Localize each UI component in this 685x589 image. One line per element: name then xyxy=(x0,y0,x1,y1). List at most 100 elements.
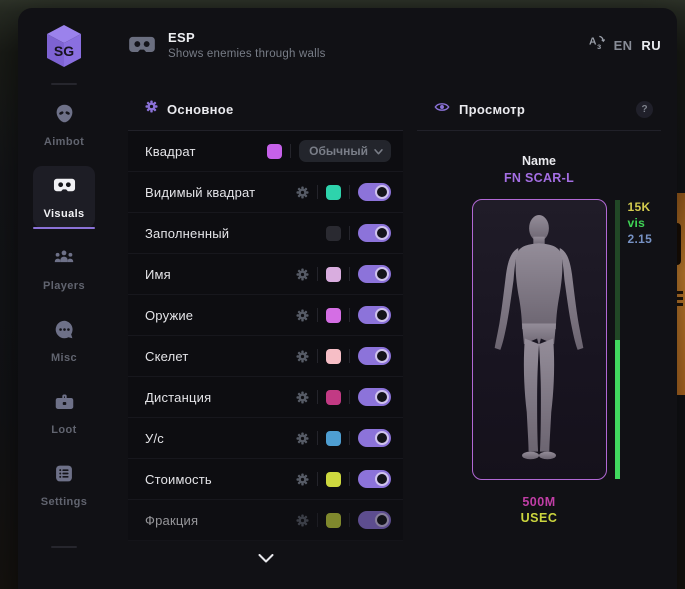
color-swatch[interactable] xyxy=(326,430,341,446)
color-swatch[interactable] xyxy=(326,266,341,282)
setting-label: Дистанция xyxy=(145,389,212,405)
toggle-switch[interactable] xyxy=(358,183,391,201)
logo-text: SG xyxy=(54,43,74,59)
sidebar-nav: Aimbot Visuals Players Misc Loot xyxy=(18,94,110,516)
toggle-switch[interactable] xyxy=(358,388,391,406)
sidebar-item-label: Loot xyxy=(51,424,77,436)
help-button[interactable]: ? xyxy=(636,100,653,118)
language-switcher: A з EN RU xyxy=(588,34,661,56)
setting-label: Заполненный xyxy=(145,225,230,241)
color-swatch[interactable] xyxy=(326,184,341,200)
setting-row: Фракция xyxy=(128,500,403,541)
toggle-switch[interactable] xyxy=(358,306,391,324)
language-option-ru[interactable]: RU xyxy=(641,37,661,53)
goggles-icon xyxy=(53,178,76,200)
color-swatch[interactable] xyxy=(326,512,341,528)
setting-row: У/с xyxy=(128,418,403,459)
background-game-object xyxy=(675,193,685,395)
preview-section-header: Просмотр ? xyxy=(417,89,661,130)
preview-panel: Просмотр ? Name FN SCAR-L xyxy=(417,89,661,589)
active-underline xyxy=(33,227,95,229)
alien-icon xyxy=(54,104,75,128)
esp-stat-label: 15K xyxy=(627,200,651,214)
preview-model-box xyxy=(471,199,607,480)
sidebar-item-visuals[interactable]: Visuals xyxy=(33,166,95,229)
settings-section-title: Основное xyxy=(167,101,234,117)
color-swatch[interactable] xyxy=(326,225,341,241)
health-bar-lost xyxy=(614,200,620,340)
scroll-more-button[interactable] xyxy=(128,541,403,575)
toggle-switch[interactable] xyxy=(358,429,391,447)
sidebar: SG Aimbot Visuals Players Misc xyxy=(18,8,110,589)
sidebar-item-label: Settings xyxy=(40,496,88,508)
color-swatch[interactable] xyxy=(326,348,341,364)
sidebar-item-label: Visuals xyxy=(43,208,85,220)
setting-label: Имя xyxy=(145,266,171,282)
app-logo-icon: SG xyxy=(47,25,81,67)
gear-icon[interactable] xyxy=(296,431,309,445)
toggle-switch[interactable] xyxy=(358,265,391,283)
sidebar-item-aimbot[interactable]: Aimbot xyxy=(33,94,95,156)
people-icon xyxy=(53,250,75,272)
setting-label: Квадрат xyxy=(145,143,196,159)
sidebar-item-label: Aimbot xyxy=(43,136,85,148)
sidebar-item-players[interactable]: Players xyxy=(33,238,95,300)
style-dropdown[interactable]: Обычный xyxy=(299,140,391,162)
gear-icon[interactable] xyxy=(296,472,309,486)
gear-icon[interactable] xyxy=(296,267,309,281)
gear-icon[interactable] xyxy=(296,390,309,404)
settings-section-header: Основное xyxy=(128,89,403,130)
setting-label: Скелет xyxy=(145,348,189,364)
dropdown-value: Обычный xyxy=(309,144,368,158)
esp-settings-panel: Основное Квадрат Обычный Видимый квадрат xyxy=(128,89,403,589)
setting-label: Фракция xyxy=(145,512,199,528)
sidebar-bottom-divider xyxy=(51,546,77,548)
eye-icon xyxy=(434,100,450,118)
gear-icon[interactable] xyxy=(296,185,309,199)
briefcase-icon xyxy=(54,394,75,416)
svg-text:з: з xyxy=(597,41,601,51)
toggle-switch[interactable] xyxy=(358,470,391,488)
setting-row: Дистанция xyxy=(128,377,403,418)
page-title-block: ESP Shows enemies through walls xyxy=(168,30,326,60)
sidebar-item-label: Players xyxy=(43,280,85,292)
color-swatch[interactable] xyxy=(326,471,341,487)
language-option-en[interactable]: EN xyxy=(613,37,633,53)
toggle-switch[interactable] xyxy=(358,224,391,242)
chat-dots-icon xyxy=(54,320,75,344)
setting-label: Видимый квадрат xyxy=(145,184,256,200)
chevron-down-icon xyxy=(374,142,383,160)
color-swatch[interactable] xyxy=(267,143,283,159)
preview-faction-label: USEC xyxy=(520,511,558,525)
health-bar-remaining xyxy=(614,339,620,479)
preview-body: Name FN SCAR-L xyxy=(417,131,661,525)
setting-label: Оружие xyxy=(145,307,194,323)
gear-icon[interactable] xyxy=(296,308,309,322)
esp-stat-label: 2.15 xyxy=(627,232,653,246)
gear-icon[interactable] xyxy=(296,513,309,527)
sidebar-divider xyxy=(51,83,77,85)
toggle-switch[interactable] xyxy=(358,347,391,365)
esp-goggles-icon xyxy=(128,34,156,56)
health-bar xyxy=(614,200,620,479)
preview-weapon-label: FN SCAR-L xyxy=(503,171,575,185)
sidebar-item-loot[interactable]: Loot xyxy=(33,382,95,444)
svg-text:A: A xyxy=(589,36,597,47)
setting-label: Стоимость xyxy=(145,471,212,487)
setting-row: Стоимость xyxy=(128,459,403,500)
sidebar-item-misc[interactable]: Misc xyxy=(33,310,95,372)
translate-icon: A з xyxy=(588,34,605,56)
setting-row: Имя xyxy=(128,254,403,295)
esp-stat-label: vis xyxy=(627,216,646,230)
page-header: ESP Shows enemies through walls A з EN RU xyxy=(128,24,661,66)
cheat-menu-window: SG Aimbot Visuals Players Misc xyxy=(18,8,677,589)
sidebar-item-settings[interactable]: Settings xyxy=(33,454,95,516)
chevron-down-icon xyxy=(258,553,273,562)
color-swatch[interactable] xyxy=(326,307,341,323)
list-icon xyxy=(54,465,74,488)
gear-icon[interactable] xyxy=(296,349,309,363)
color-swatch[interactable] xyxy=(326,389,341,405)
toggle-switch[interactable] xyxy=(358,511,391,529)
page-subtitle: Shows enemies through walls xyxy=(168,48,326,60)
